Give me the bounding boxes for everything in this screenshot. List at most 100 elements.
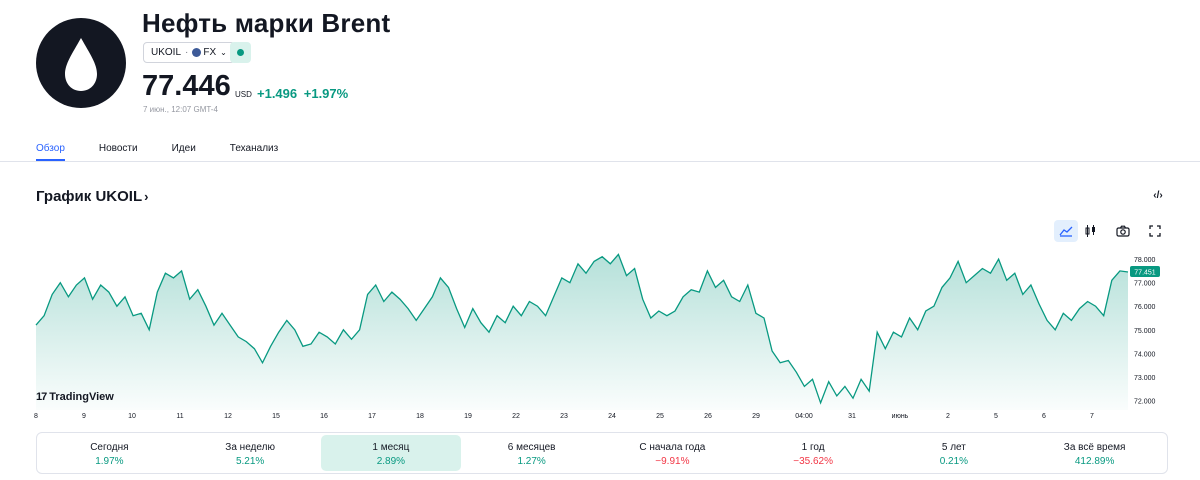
tab-overview[interactable]: Обзор [36, 143, 65, 161]
x-tick-label: 12 [224, 413, 232, 420]
exchange-icon [192, 48, 202, 57]
y-tick-label: 72.000 [1134, 399, 1156, 406]
page-title: Нефть марки Brent [142, 8, 391, 38]
y-tick-label: 74.000 [1134, 351, 1156, 358]
performance-periods: Сегодня 1.97% За неделю 5.21% 1 месяц 2.… [36, 432, 1168, 474]
area-chart-icon [1059, 226, 1073, 237]
tab-technicals[interactable]: Теханализ [229, 143, 279, 154]
period-value: 0.21% [939, 456, 969, 467]
price-area-fill [36, 254, 1128, 410]
period-label: 5 лет [941, 442, 966, 453]
x-tick-label: 15 [272, 413, 280, 420]
snapshot-button[interactable] [1111, 220, 1135, 242]
x-tick-label: 22 [512, 413, 520, 420]
period-value: 1.27% [517, 456, 546, 467]
period-today[interactable]: Сегодня 1.97% [39, 435, 180, 471]
period-value: −35.62% [793, 456, 833, 467]
tradingview-text: TradingView [49, 391, 114, 403]
tab-ideas[interactable]: Идеи [171, 143, 196, 154]
last-price-value: 77.451 [1134, 270, 1156, 277]
y-axis: 78.000 77.000 76.000 75.000 74.000 73.000 72.0… [1134, 257, 1156, 405]
period-label: За неделю [225, 442, 275, 453]
x-tick-label: 11 [176, 413, 183, 420]
symbol-selector[interactable]: UKOIL · FX ⌄ [143, 42, 235, 63]
x-tick-label: 8 [34, 413, 38, 420]
period-week[interactable]: За неделю 5.21% [180, 435, 321, 471]
last-price-tag [1130, 266, 1160, 278]
tab-bar: Обзор Новости Идеи Теханализ [36, 143, 312, 161]
price-timestamp: 7 июн., 12:07 GMT-4 [143, 105, 218, 114]
x-tick-label: июнь [892, 413, 909, 420]
area-chart-button[interactable] [1054, 220, 1078, 242]
period-label: Сегодня [90, 442, 129, 453]
chevron-down-icon: ⌄ [220, 48, 227, 57]
period-ytd[interactable]: С начала года −9.91% [602, 435, 743, 471]
period-label: 6 месяцев [507, 442, 556, 453]
period-5-years[interactable]: 5 лет 0.21% [884, 435, 1025, 471]
x-tick-label: 04:00 [795, 413, 813, 420]
x-tick-label: 10 [128, 413, 136, 420]
separator-dot: · [185, 47, 189, 58]
chart-title-text: График UKOIL [36, 188, 143, 205]
period-value: 412.89% [1074, 456, 1115, 467]
x-tick-label: 7 [1090, 413, 1094, 420]
price-chart[interactable]: 78.000 77.000 76.000 75.000 74.000 73.000 72.0… [0, 250, 1200, 425]
x-tick-label: 16 [320, 413, 328, 420]
embed-code-icon[interactable]: ‹/› [1153, 190, 1163, 201]
y-tick-label: 75.000 [1134, 328, 1156, 335]
market-open-icon [237, 49, 244, 56]
x-tick-label: 31 [848, 413, 856, 420]
x-tick-label: 26 [704, 413, 712, 420]
candles-chart-button[interactable] [1078, 220, 1102, 242]
period-label: За всё время [1063, 442, 1126, 453]
tab-news[interactable]: Новости [98, 143, 138, 154]
period-1-month[interactable]: 1 месяц 2.89% [320, 435, 462, 471]
period-1-year[interactable]: 1 год −35.62% [743, 435, 884, 471]
x-tick-label: 29 [752, 413, 760, 420]
x-tick-label: 18 [416, 413, 424, 420]
market-status-badge[interactable] [230, 42, 251, 63]
period-label: С начала года [639, 442, 706, 453]
chart-title-link[interactable]: График UKOIL › [36, 188, 148, 205]
x-tick-label: 19 [464, 413, 472, 420]
price-change: +1.496 +1.97% [257, 86, 351, 101]
tradingview-logo-icon: 17 [36, 391, 47, 403]
exchange-label: FX [203, 47, 217, 58]
y-tick-label: 73.000 [1134, 375, 1156, 382]
oil-drop-icon [65, 38, 97, 91]
y-tick-label: 77.000 [1134, 281, 1156, 288]
x-tick-label: 2 [946, 413, 950, 420]
period-label: 1 месяц [372, 442, 410, 453]
price-line [35, 253, 1129, 405]
fullscreen-button[interactable] [1143, 220, 1167, 242]
y-tick-label: 78.000 [1134, 257, 1156, 264]
x-tick-label: 24 [608, 413, 616, 420]
current-price: 77.446 [142, 70, 231, 102]
period-value: 5.21% [235, 456, 265, 467]
period-value: 1.97% [95, 456, 124, 467]
fullscreen-icon [1149, 225, 1161, 237]
price-change-pct: +1.97% [303, 86, 349, 101]
symbol-label: UKOIL [151, 47, 182, 58]
last-price-marker: 77.451 [1130, 266, 1160, 278]
chevron-right-icon: › [144, 189, 149, 204]
symbol-logo [36, 18, 126, 108]
x-tick-label: 25 [656, 413, 664, 420]
camera-icon [1116, 225, 1130, 237]
x-tick-label: 9 [82, 413, 86, 420]
x-tick-label: 5 [994, 413, 998, 420]
candles-icon [1085, 225, 1095, 237]
period-6-months[interactable]: 6 месяцев 1.27% [461, 435, 602, 471]
tabs-divider [0, 161, 1200, 162]
x-axis: 8 9 10 11 12 15 16 17 18 19 22 23 24 25 26 29 04:00 31 июн… [34, 413, 1094, 420]
x-tick-label: 23 [560, 413, 568, 420]
y-tick-label: 76.000 [1134, 304, 1156, 311]
price-currency: USD [235, 90, 252, 99]
tradingview-watermark[interactable]: 17 TradingView [36, 391, 114, 403]
price-change-abs: +1.496 [257, 86, 298, 101]
x-tick-label: 17 [368, 413, 376, 420]
period-label: 1 год [801, 442, 825, 453]
period-value: 2.89% [376, 456, 406, 467]
period-value: −9.91% [655, 456, 690, 467]
period-all-time[interactable]: За всё время 412.89% [1024, 435, 1165, 471]
